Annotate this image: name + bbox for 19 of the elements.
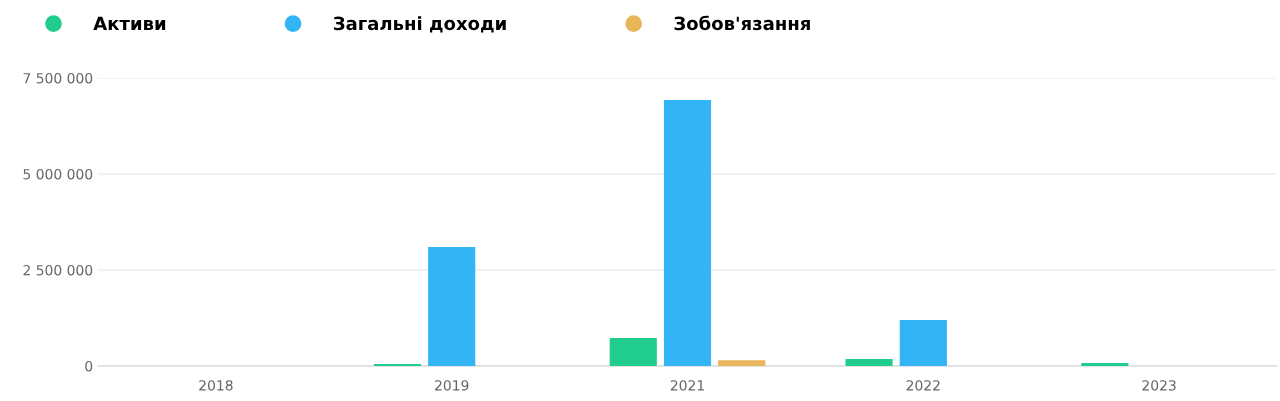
bar — [663, 99, 712, 366]
bar — [1081, 362, 1129, 366]
legend-label: Загальні доходи — [333, 16, 506, 33]
bar — [899, 319, 947, 366]
legend-label: Зобов'язання — [674, 15, 810, 31]
bar — [609, 337, 657, 366]
bar — [718, 360, 766, 366]
legend-label: Активи — [93, 16, 166, 30]
y-tick-label: 0 — [85, 360, 93, 372]
bar — [845, 359, 893, 366]
x-tick-label: 2018 — [199, 380, 233, 391]
x-tick-label: 2022 — [906, 380, 940, 391]
x-tick-label: 2019 — [435, 380, 469, 391]
y-tick-label: 5 000 000 — [23, 168, 93, 180]
y-tick-label: 2 500 000 — [23, 264, 93, 276]
x-tick-label: 2023 — [1142, 380, 1176, 391]
y-tick-label: 7 500 000 — [23, 72, 93, 84]
bar — [428, 246, 476, 366]
x-tick-label: 2021 — [670, 380, 704, 391]
